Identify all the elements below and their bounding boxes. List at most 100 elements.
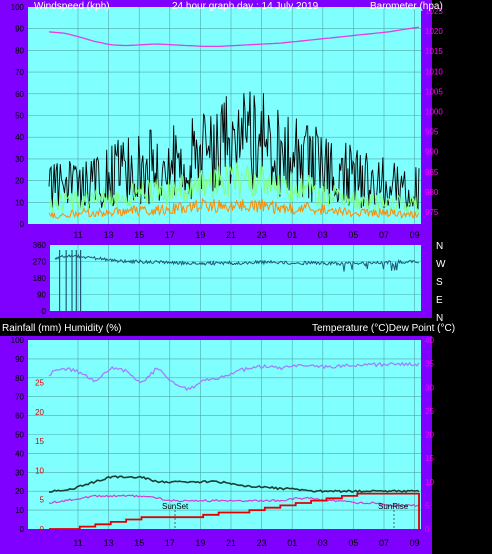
rainfall-y-tick: 0 <box>40 525 45 534</box>
barometer-y-tick: 990 <box>425 148 439 157</box>
direction-y-tick: 360 <box>33 241 47 250</box>
direction-grid <box>50 245 421 311</box>
humidity-grid <box>28 340 421 529</box>
humidity-y-tick: 50 <box>15 431 24 440</box>
humidity-y-tick: 80 <box>15 374 24 383</box>
barometer-y-tick: 975 <box>425 208 439 217</box>
humidity-y-tick: 0 <box>20 525 25 534</box>
rainfall-humidity-axis-title: Rainfall (mm) Humidity (%) <box>2 323 121 334</box>
wind-y-tick: 100 <box>11 3 25 12</box>
humidity-x-tick: 01 <box>287 538 297 548</box>
barometer-y-tick: 980 <box>425 188 439 197</box>
barometer-y-tick: 985 <box>425 168 439 177</box>
wind-x-tick: 15 <box>134 230 144 240</box>
rainfall-y-tick: 10 <box>35 466 44 475</box>
graph-title: 24 hour graph day : 14 July 2019 <box>172 1 319 12</box>
wind-x-tick: 23 <box>257 230 267 240</box>
wind-x-tick: 05 <box>348 230 358 240</box>
barometer-y-tick: 995 <box>425 128 439 137</box>
temperature-y-tick: 40 <box>425 336 434 345</box>
humidity-x-tick: 07 <box>379 538 389 548</box>
rainfall-y-tick: 25 <box>35 379 44 388</box>
barometer-y-tick: 1005 <box>425 87 443 96</box>
humidity-y-tick: 90 <box>15 355 24 364</box>
wind-y-tick: 60 <box>15 90 24 99</box>
wind-y-tick: 40 <box>15 133 24 142</box>
wind-x-tick: 01 <box>287 230 297 240</box>
temperature-line <box>48 475 420 494</box>
wind-average-line <box>48 161 420 215</box>
temperature-y-tick: 5 <box>425 501 430 510</box>
wind-x-tick: 09 <box>410 230 420 240</box>
barometer-y-tick: 1015 <box>425 47 443 56</box>
sunrise-label: SunRise <box>378 502 409 511</box>
wind-y-tick: 50 <box>15 112 24 121</box>
humidity-x-tick: 21 <box>226 538 236 548</box>
humidity-x-tick: 11 <box>73 538 82 548</box>
direction-label-n-bottom: N <box>436 313 443 324</box>
rainfall-y-tick: 20 <box>35 408 44 417</box>
barometer-line <box>48 26 420 48</box>
direction-y-tick: 90 <box>37 291 46 300</box>
wind-x-tick: 19 <box>195 230 205 240</box>
barometer-y-tick: 1000 <box>425 107 443 116</box>
humidity-x-tick: 13 <box>104 538 114 548</box>
humidity-x-tick: 05 <box>348 538 358 548</box>
wind-y-tick: 0 <box>20 220 25 229</box>
wind-x-tick: 03 <box>318 230 328 240</box>
humidity-y-tick: 20 <box>15 487 24 496</box>
barometer-y-tick: 1010 <box>425 67 443 76</box>
direction-y-tick: 270 <box>33 258 47 267</box>
wind-low-line <box>48 197 420 220</box>
temperature-y-tick: 15 <box>425 454 434 463</box>
wind-x-tick: 17 <box>165 230 175 240</box>
barometer-axis-title: Barometer (hpa) <box>370 1 443 12</box>
humidity-x-tick: 23 <box>257 538 267 548</box>
wind-x-tick: 07 <box>379 230 389 240</box>
rainfall-y-tick: 15 <box>35 437 44 446</box>
temperature-y-tick: 20 <box>425 431 434 440</box>
humidity-x-tick: 09 <box>410 538 420 548</box>
wind-y-tick: 20 <box>15 177 24 186</box>
wind-y-tick: 30 <box>15 155 24 164</box>
barometer-y-tick: 1025 <box>425 7 443 16</box>
wind-y-tick: 90 <box>15 25 24 34</box>
humidity-y-tick: 100 <box>11 336 25 345</box>
humidity-y-tick: 60 <box>15 412 24 421</box>
direction-y-tick: 180 <box>33 274 47 283</box>
barometer-y-tick: 1020 <box>425 27 443 36</box>
direction-label-w: W <box>436 259 446 270</box>
temperature-y-tick: 10 <box>425 478 434 487</box>
windspeed-axis-title: Windspeed (kph) <box>34 1 110 12</box>
rainfall-line <box>49 492 420 530</box>
direction-label-n-top: N <box>436 241 443 252</box>
direction-label-e: E <box>436 295 443 306</box>
humidity-x-tick: 17 <box>165 538 175 548</box>
humidity-y-tick: 70 <box>15 393 24 402</box>
wind-y-tick: 70 <box>15 68 24 77</box>
temperature-y-tick: 0 <box>425 525 430 534</box>
wind-x-tick: 13 <box>104 230 114 240</box>
direction-y-tick: 0 <box>42 307 47 316</box>
humidity-x-tick: 03 <box>318 538 328 548</box>
humidity-y-tick: 10 <box>15 506 24 515</box>
wind-x-tick: 21 <box>226 230 236 240</box>
dew-point-line <box>48 494 420 508</box>
tick-labels: 0102030405060708090100975980985990995100… <box>11 3 444 548</box>
humidity-x-tick: 15 <box>134 538 144 548</box>
wind-x-tick: 11 <box>73 230 82 240</box>
sunset-label: SunSet <box>162 502 189 511</box>
humidity-y-tick: 40 <box>15 449 24 458</box>
humidity-y-tick: 30 <box>15 468 24 477</box>
temperature-y-tick: 30 <box>425 383 434 392</box>
humidity-line <box>48 361 420 391</box>
wind-y-tick: 10 <box>15 198 24 207</box>
wind-direction-line <box>54 253 420 272</box>
temperature-dewpoint-axis-title: Temperature (°C)Dew Point (°C) <box>312 323 455 334</box>
temperature-y-tick: 25 <box>425 407 434 416</box>
series-layer <box>48 26 420 530</box>
humidity-x-tick: 19 <box>195 538 205 548</box>
wind-y-tick: 80 <box>15 46 24 55</box>
